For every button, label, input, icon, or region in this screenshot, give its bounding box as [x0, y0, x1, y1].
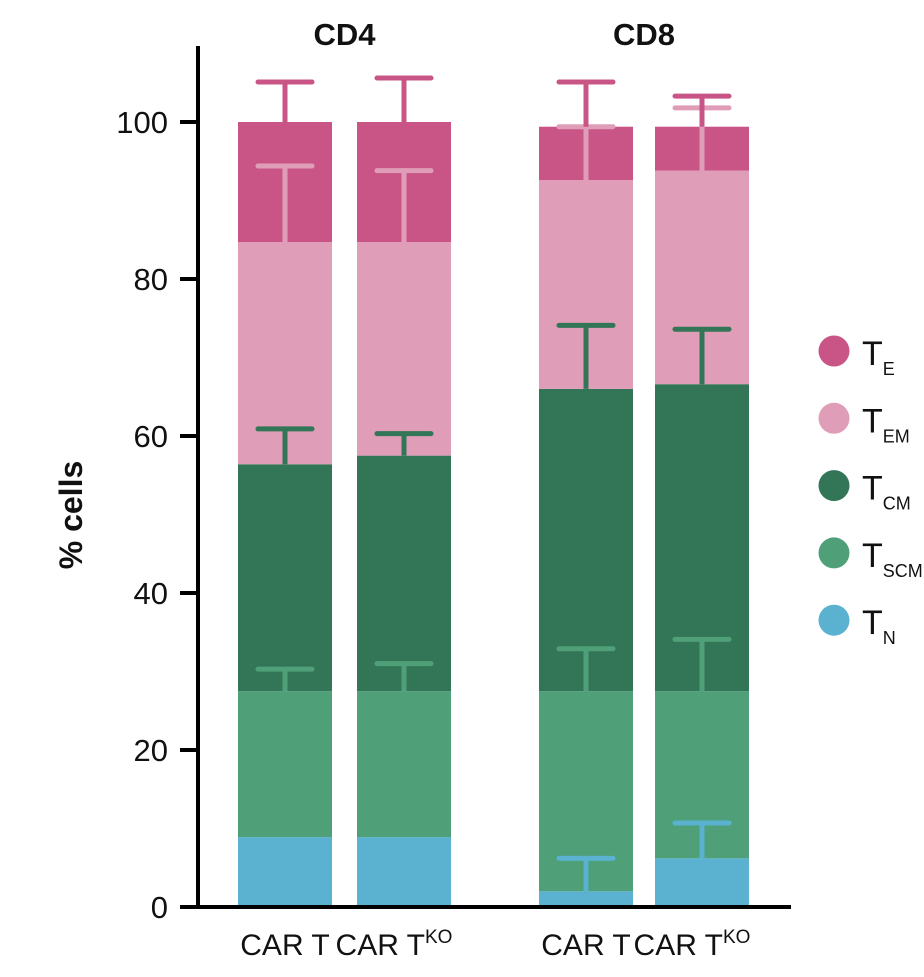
- y-axis-label: % cells: [53, 461, 89, 570]
- legend-label-subscript: N: [883, 628, 896, 648]
- legend-item-t-scm: TSCM: [818, 537, 923, 581]
- legend-marker: [818, 604, 850, 636]
- bars-layer: [238, 122, 749, 907]
- x-tick-label: CAR T: [240, 929, 329, 962]
- bar-segment-t-n: [655, 858, 749, 907]
- group-title: CD4: [313, 17, 376, 52]
- legend-label: TCM: [862, 470, 911, 514]
- y-tick-label: 0: [151, 890, 168, 925]
- x-tick-label-main: CAR T: [541, 929, 630, 962]
- x-tick-label: CAR T: [541, 929, 630, 962]
- x-tick-label-superscript: KO: [723, 927, 750, 948]
- legend-label: TN: [862, 604, 896, 648]
- legend-label-main: T: [862, 604, 883, 642]
- legend-item-t-e: TE: [818, 335, 895, 379]
- y-tick-label: 100: [116, 105, 168, 140]
- x-tick-label: CAR TKO: [634, 927, 751, 962]
- y-tick-label: 80: [134, 262, 168, 297]
- legend-label-subscript: SCM: [883, 561, 923, 581]
- bar-segment-t-cm: [539, 388, 633, 692]
- x-tick-label-main: CAR T: [634, 929, 723, 962]
- legend-label-subscript: EM: [883, 426, 910, 446]
- y-ticks: 0 20 40 60 80 100: [116, 105, 198, 925]
- bar-segment-t-n: [238, 837, 332, 907]
- bar-segment-t-scm: [238, 691, 332, 838]
- legend-item-t-em: TEM: [818, 402, 910, 446]
- legend-label-main: T: [862, 537, 883, 575]
- y-tick-label: 60: [134, 419, 168, 454]
- legend-label-subscript: CM: [883, 494, 911, 514]
- x-labels: CAR T CAR TKO CAR T CAR TKO: [240, 927, 750, 962]
- legend-marker: [818, 402, 850, 434]
- legend-marker: [818, 470, 850, 502]
- y-tick-label: 40: [134, 576, 168, 611]
- bar-segment-t-n: [357, 837, 451, 907]
- bar-segment-t-cm: [357, 455, 451, 692]
- group-title: CD8: [613, 17, 675, 52]
- legend-item-t-n: TN: [818, 604, 896, 648]
- x-tick-label-main: CAR T: [336, 929, 425, 962]
- x-tick-label: CAR TKO: [336, 927, 453, 962]
- legend-label: TE: [862, 335, 895, 379]
- legend-marker: [818, 335, 850, 367]
- x-tick-label-superscript: KO: [425, 927, 452, 948]
- legend-label-main: T: [862, 470, 883, 508]
- legend-marker: [818, 537, 850, 569]
- legend-label: TSCM: [862, 537, 923, 581]
- group-titles: CD4 CD8: [313, 17, 675, 52]
- legend-label-main: T: [862, 402, 883, 440]
- bar-segment-t-n: [539, 891, 633, 907]
- bar-segment-t-em: [357, 242, 451, 456]
- legend-label-main: T: [862, 335, 883, 373]
- bar-segment-t-cm: [238, 464, 332, 692]
- error-bars-layer: [255, 75, 732, 892]
- legend-item-t-cm: TCM: [818, 470, 911, 514]
- bar-segment-t-scm: [357, 691, 451, 838]
- y-tick-label: 20: [134, 733, 168, 768]
- legend-label: TEM: [862, 402, 910, 446]
- x-tick-label-main: CAR T: [240, 929, 329, 962]
- legend-label-subscript: E: [883, 359, 895, 379]
